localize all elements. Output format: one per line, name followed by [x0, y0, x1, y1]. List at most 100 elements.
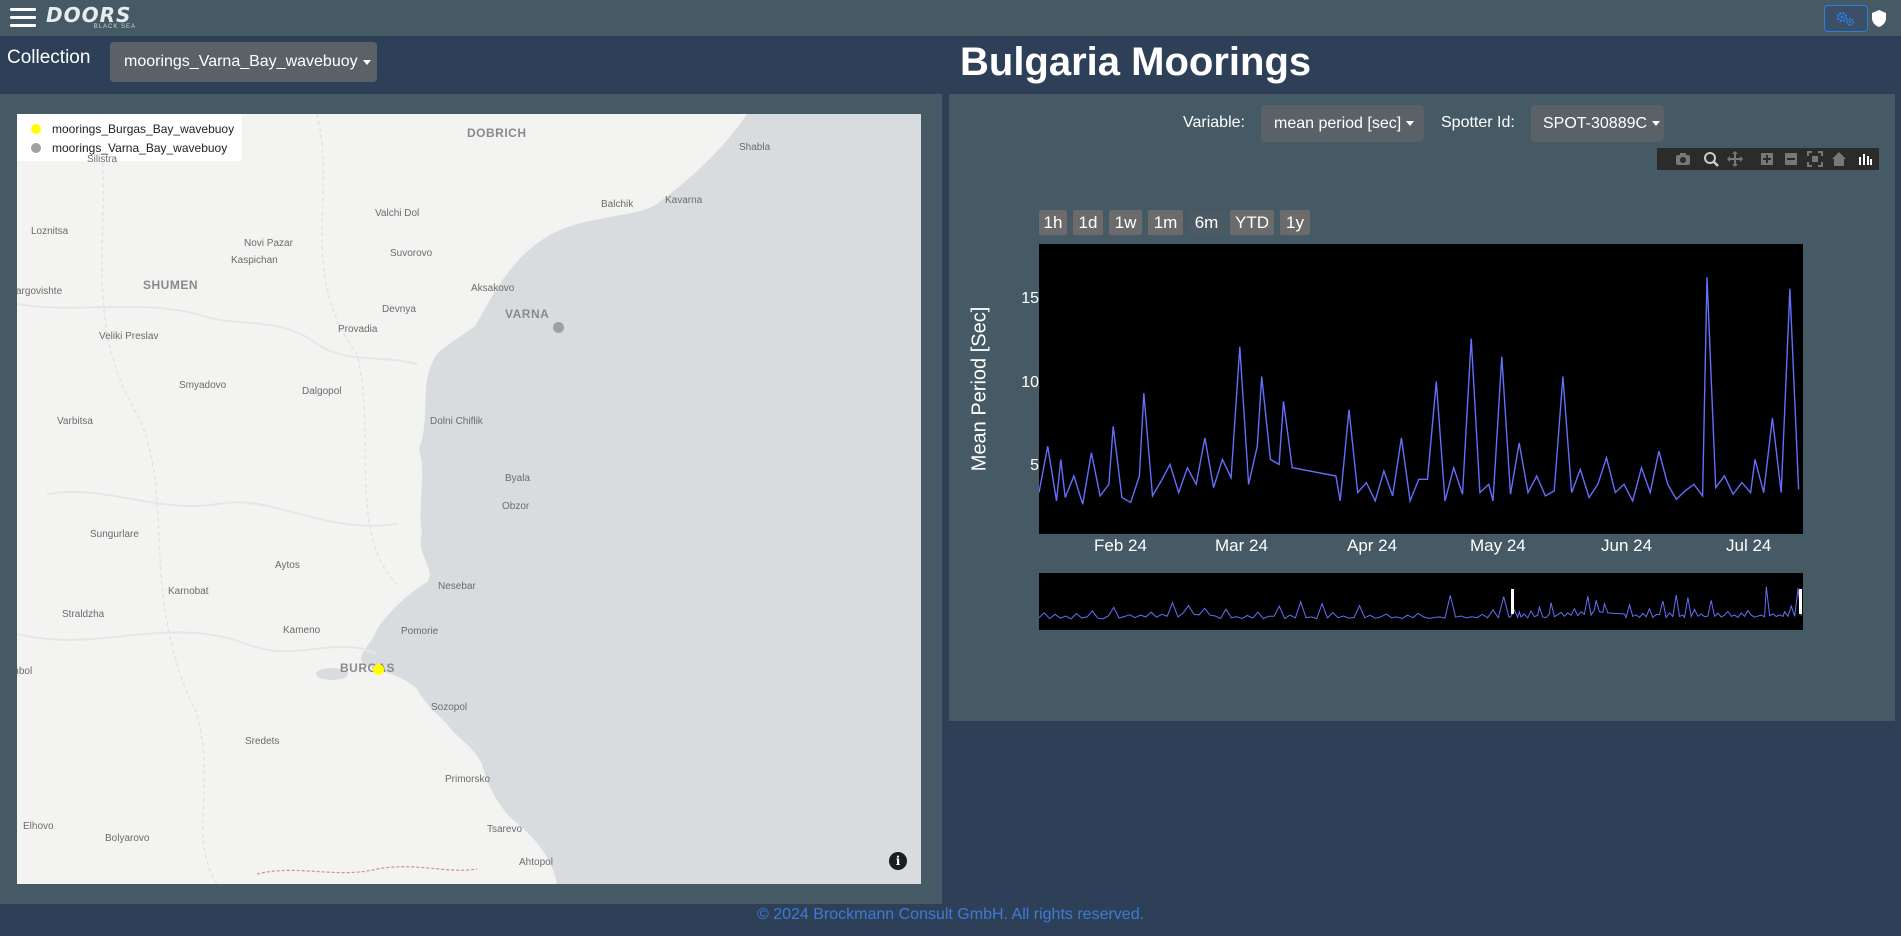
city-label: Novi Pazar — [244, 238, 293, 249]
menu-icon[interactable] — [10, 8, 36, 28]
autoscale-icon[interactable] — [1807, 151, 1823, 167]
x-tick-label: Mar 24 — [1215, 536, 1268, 555]
city-label: SHUMEN — [143, 278, 199, 292]
x-tick-label: Feb 24 — [1094, 536, 1147, 555]
city-label: Kavarna — [665, 195, 703, 206]
variable-selected: mean period [sec] — [1274, 114, 1402, 132]
top-navbar: DOORS BLACK SEA — [0, 0, 1901, 36]
range-button-1d[interactable]: 1d — [1073, 210, 1103, 235]
spotter-dropdown[interactable]: SPOT-30889C — [1531, 105, 1664, 142]
y-tick-label: 5 — [1030, 457, 1039, 474]
legend-dot — [31, 142, 41, 153]
city-label: Sredets — [245, 736, 280, 747]
y-tick-label: 15 — [1021, 290, 1039, 307]
x-tick-label: May 24 — [1470, 536, 1526, 555]
collection-selected: moorings_Varna_Bay_wavebuoy — [124, 53, 358, 70]
collection-dropdown[interactable]: moorings_Varna_Bay_wavebuoy — [110, 42, 377, 82]
pan-icon[interactable] — [1727, 151, 1743, 167]
city-label: DOBRICH — [467, 126, 527, 140]
city-label: Aytos — [275, 560, 300, 571]
range-slider-handle-right[interactable] — [1799, 589, 1802, 614]
variable-dropdown[interactable]: mean period [sec] — [1261, 105, 1424, 142]
city-label: Targovishte — [17, 286, 63, 297]
settings-icon — [1836, 11, 1854, 26]
chevron-down-icon — [1652, 121, 1661, 126]
range-button-1y[interactable]: 1y — [1280, 210, 1310, 235]
range-button-1m[interactable]: 1m — [1148, 210, 1183, 235]
buoy-marker-burgas[interactable] — [373, 664, 384, 675]
plotly-logo-icon[interactable] — [1857, 151, 1873, 167]
footer-copyright: © 2024 Brockmann Consult GmbH. All right… — [756, 906, 1145, 923]
doors-logo[interactable]: DOORS BLACK SEA — [46, 5, 142, 33]
city-label: Bolyarovo — [105, 833, 150, 844]
collection-label: Collection — [7, 47, 91, 68]
shield-icon[interactable] — [1870, 9, 1888, 28]
city-label: Obzor — [502, 501, 530, 512]
y-tick-label: 10 — [1021, 374, 1039, 391]
range-button-6m[interactable]: 6m — [1189, 210, 1224, 235]
x-tick-label: Jul 24 — [1726, 536, 1772, 555]
city-label: Pomorie — [401, 626, 439, 637]
city-label: Dolni Chiflik — [430, 416, 483, 427]
city-label: Sozopol — [431, 702, 468, 713]
reset-axes-icon[interactable] — [1831, 151, 1847, 167]
legend-label: moorings_Varna_Bay_wavebuoy — [52, 140, 228, 155]
map-legend: moorings_Burgas_Bay_wavebuoy moorings_Va… — [17, 114, 243, 161]
range-button-1w[interactable]: 1w — [1109, 210, 1142, 235]
city-label: Tsarevo — [487, 824, 523, 835]
map-info-button[interactable]: i — [889, 852, 907, 870]
city-label: Veliki Preslav — [99, 331, 159, 342]
city-label: Silistra — [87, 154, 118, 165]
legend-item-burgas[interactable]: moorings_Burgas_Bay_wavebuoy — [31, 119, 234, 138]
map[interactable]: moorings_Burgas_Bay_wavebuoy moorings_Va… — [17, 114, 921, 884]
camera-icon[interactable] — [1675, 151, 1691, 167]
city-label: Byala — [505, 473, 531, 484]
city-label: Devnya — [382, 304, 416, 315]
y-axis-title: Mean Period [Sec] — [968, 306, 991, 472]
time-series-plot[interactable] — [1038, 244, 1803, 534]
logo-text: DOORS — [46, 3, 132, 27]
city-label: Provadia — [338, 324, 378, 335]
page-title: Bulgaria Moorings — [960, 40, 1312, 84]
range-button-1h[interactable]: 1h — [1039, 210, 1067, 235]
settings-button[interactable] — [1824, 5, 1868, 32]
city-label: Valchi Dol — [375, 208, 420, 219]
city-label: Shabla — [739, 142, 771, 153]
range-button-ytd[interactable]: YTD — [1230, 210, 1274, 235]
city-label: Straldzha — [62, 609, 105, 620]
city-label: Balchik — [601, 199, 634, 210]
legend-dot — [31, 123, 41, 134]
spotter-label: Spotter Id: — [1441, 114, 1515, 131]
city-label: Loznitsa — [31, 226, 69, 237]
x-tick-label: Apr 24 — [1347, 536, 1398, 555]
zoom-out-icon[interactable] — [1783, 151, 1799, 167]
city-label: Karnobat — [168, 586, 209, 597]
city-label: Ahtopol — [519, 857, 553, 868]
city-label: Kaspichan — [231, 255, 278, 266]
legend-label: moorings_Burgas_Bay_wavebuoy — [52, 121, 235, 136]
range-slider-handle-left[interactable] — [1511, 589, 1514, 614]
buoy-marker-varna[interactable] — [553, 322, 564, 333]
city-label: Yambol — [17, 666, 33, 677]
city-label: Dalgopol — [302, 386, 342, 397]
range-slider[interactable] — [1038, 573, 1803, 630]
plot-area — [1038, 277, 1800, 505]
zoom-icon[interactable] — [1703, 151, 1719, 167]
city-label: BURGAS — [340, 661, 396, 675]
x-tick-label: Jun 24 — [1601, 536, 1653, 555]
city-label: Elhovo — [23, 821, 54, 832]
zoom-in-icon[interactable] — [1759, 151, 1775, 167]
variable-label: Variable: — [1183, 114, 1245, 131]
city-label: Nesebar — [438, 581, 476, 592]
legend-item-varna[interactable]: moorings_Varna_Bay_wavebuoy — [31, 138, 234, 157]
spotter-selected: SPOT-30889C — [1543, 114, 1648, 132]
city-label: Kameno — [283, 625, 321, 636]
city-label: Smyadovo — [179, 380, 227, 391]
city-label: Aksakovo — [471, 283, 515, 294]
city-label: Varbitsa — [57, 416, 93, 427]
chevron-down-icon — [362, 59, 371, 65]
range-slider-area — [1038, 586, 1802, 620]
city-label: Sungurlare — [90, 529, 139, 540]
city-label: Suvorovo — [390, 248, 433, 259]
logo-subtitle: BLACK SEA — [93, 24, 136, 30]
